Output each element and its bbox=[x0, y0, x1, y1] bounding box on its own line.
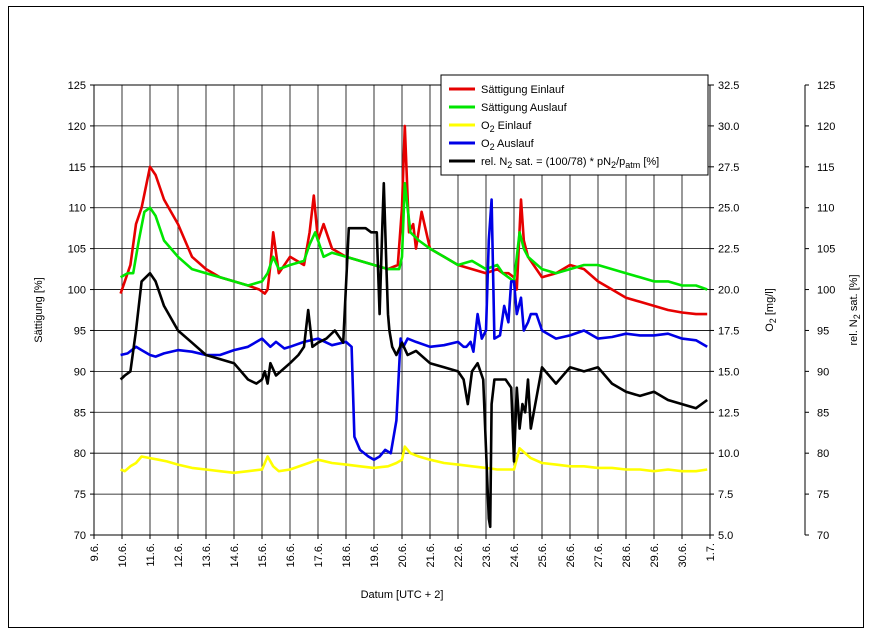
x-axis-tick-label: 14.6. bbox=[229, 543, 241, 567]
right-axis-tick-label: 105 bbox=[817, 244, 835, 256]
mid-axis-tick-label: 12.5 bbox=[718, 407, 739, 419]
x-axis-tick-label: 15.6. bbox=[257, 543, 269, 567]
right-axis-tick-label: 90 bbox=[817, 366, 829, 378]
series-line-rel-n2-sat- bbox=[119, 181, 708, 529]
mid-axis-tick-label: 7.5 bbox=[718, 489, 733, 501]
x-axis-tick-label: 23.6. bbox=[481, 543, 493, 567]
x-axis-tick-label: 1.7. bbox=[705, 543, 717, 561]
left-axis-tick-label: 100 bbox=[68, 285, 86, 297]
legend-label: rel. N2 sat. = (100/78) * pN2/patm [%] bbox=[481, 156, 659, 170]
right-axis-tick-label: 85 bbox=[817, 407, 829, 419]
mid-axis-tick-label: 10.0 bbox=[718, 448, 739, 460]
mid-axis-tick-label: 15.0 bbox=[718, 366, 739, 378]
left-axis-tick-label: 125 bbox=[68, 80, 86, 92]
right-axis-tick-label: 70 bbox=[817, 530, 829, 542]
x-axis-tick-label: 28.6. bbox=[621, 543, 633, 567]
series-line-o2-auslauf bbox=[120, 198, 708, 462]
left-axis-tick-label: 80 bbox=[74, 448, 86, 460]
x-axis-tick-label: 19.6. bbox=[369, 543, 381, 567]
x-axis-tick-label: 25.6. bbox=[537, 543, 549, 567]
mid-axis-tick-label: 17.5 bbox=[718, 325, 739, 337]
legend-label: O2 Auslauf bbox=[481, 138, 535, 152]
mid-axis-tick-label: 22.5 bbox=[718, 244, 739, 256]
left-axis-tick-label: 95 bbox=[74, 325, 86, 337]
right-axis-tick-label: 125 bbox=[817, 80, 835, 92]
left-axis-tick-label: 75 bbox=[74, 489, 86, 501]
legend-label: O2 Einlauf bbox=[481, 120, 532, 134]
mid-axis-tick-label: 32.5 bbox=[718, 80, 739, 92]
x-axis-tick-label: 10.6. bbox=[117, 543, 129, 567]
mid-axis-tick-label: 25.0 bbox=[718, 203, 739, 215]
x-axis-tick-label: 27.6. bbox=[593, 543, 605, 567]
x-axis-tick-label: 12.6. bbox=[173, 543, 185, 567]
left-axis-tick-label: 90 bbox=[74, 366, 86, 378]
right-axis-label: rel. N2 sat. [%] bbox=[848, 274, 862, 345]
mid-axis-tick-label: 20.0 bbox=[718, 285, 739, 297]
legend-box bbox=[440, 74, 709, 176]
left-axis-tick-label: 120 bbox=[68, 121, 86, 133]
x-axis-tick-label: 9.6. bbox=[89, 543, 101, 561]
x-axis-tick-label: 13.6. bbox=[201, 543, 213, 567]
right-axis-tick-label: 120 bbox=[817, 121, 835, 133]
left-axis-tick-label: 105 bbox=[68, 244, 86, 256]
x-axis-tick-label: 11.6. bbox=[145, 543, 157, 567]
left-axis-tick-label: 85 bbox=[74, 407, 86, 419]
mid-axis-tick-label: 30.0 bbox=[718, 121, 739, 133]
left-axis-tick-label: 110 bbox=[68, 203, 86, 215]
right-axis-tick-label: 115 bbox=[817, 162, 835, 174]
right-axis-tick-label: 95 bbox=[817, 325, 829, 337]
right-axis-tick-label: 80 bbox=[817, 448, 829, 460]
legend-label: Sättigung Auslauf bbox=[481, 102, 568, 114]
mid-axis-tick-label: 5.0 bbox=[718, 530, 733, 542]
legend-label: Sättigung Einlauf bbox=[481, 84, 565, 96]
right-axis-tick-label: 100 bbox=[817, 285, 835, 297]
x-axis-tick-label: 16.6. bbox=[285, 543, 297, 567]
x-axis-tick-label: 20.6. bbox=[397, 543, 409, 567]
right-axis-tick-label: 110 bbox=[817, 203, 835, 215]
mid-axis-label: O2 [mg/l] bbox=[764, 288, 778, 332]
x-axis-tick-label: 24.6. bbox=[509, 543, 521, 567]
series-line-s-ttigung-einlauf bbox=[119, 124, 708, 316]
x-axis-tick-label: 21.6. bbox=[425, 543, 437, 567]
x-axis-tick-label: 18.6. bbox=[341, 543, 353, 567]
series-line-s-ttigung-auslauf bbox=[119, 181, 708, 291]
left-axis-label: Sättigung [%] bbox=[33, 277, 45, 342]
mid-axis-tick-label: 27.5 bbox=[718, 162, 739, 174]
x-axis-tick-label: 29.6. bbox=[649, 543, 661, 567]
series-line-o2-einlauf bbox=[120, 445, 708, 475]
left-axis-tick-label: 70 bbox=[74, 530, 86, 542]
left-axis-tick-label: 115 bbox=[68, 162, 86, 174]
x-axis-tick-label: 30.6. bbox=[677, 543, 689, 567]
chart-frame bbox=[8, 6, 864, 628]
x-axis-tick-label: 26.6. bbox=[565, 543, 577, 567]
x-axis-tick-label: 22.6. bbox=[453, 543, 465, 567]
x-axis-tick-label: 17.6. bbox=[313, 543, 325, 567]
x-axis-label: Datum [UTC + 2] bbox=[361, 589, 444, 601]
right-axis-tick-label: 75 bbox=[817, 489, 829, 501]
